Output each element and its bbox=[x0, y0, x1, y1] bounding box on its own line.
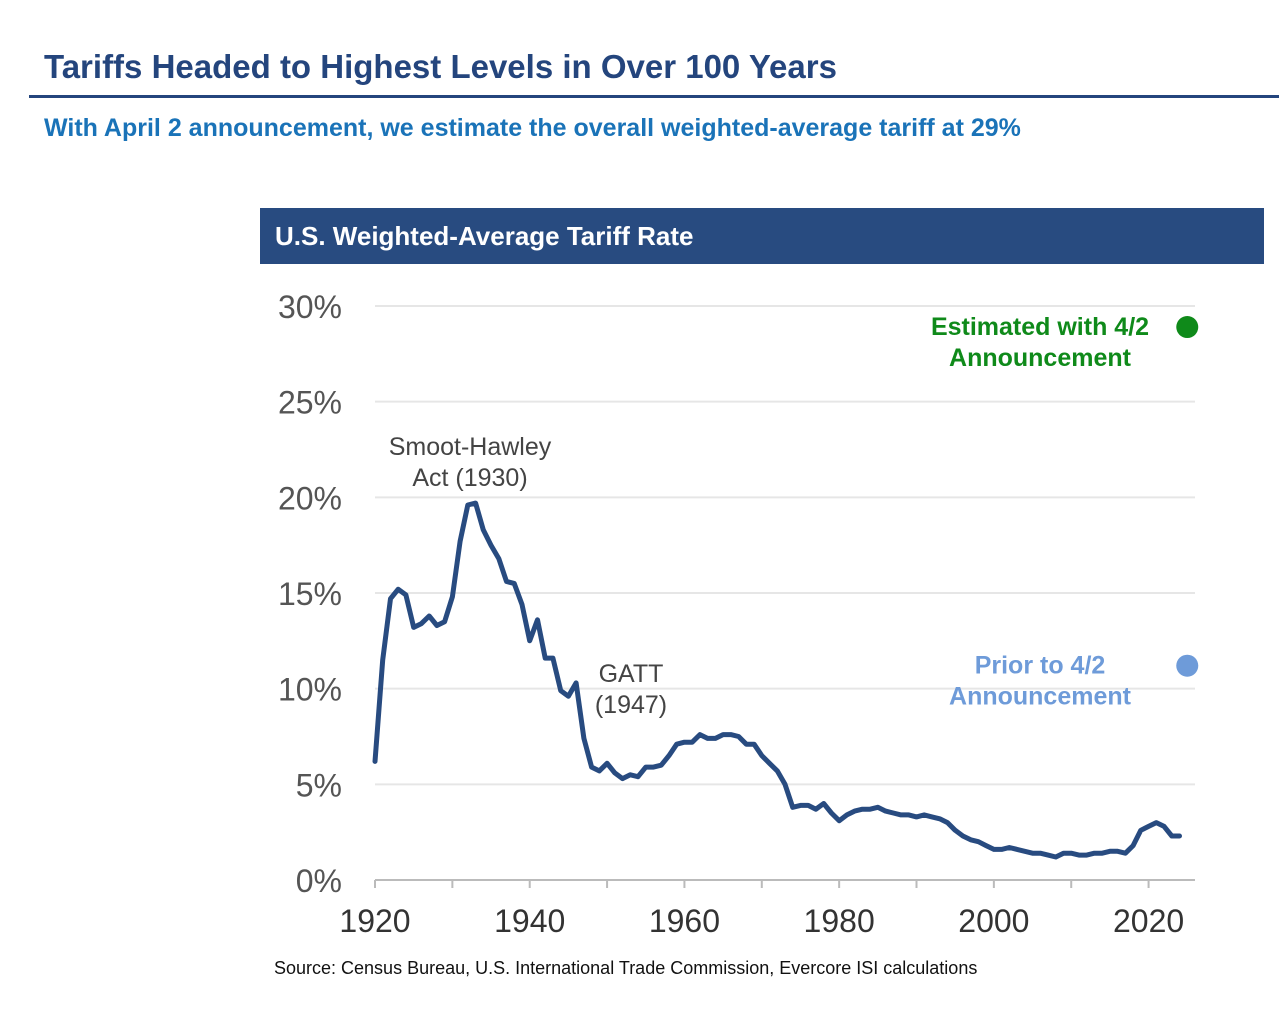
x-tick-label: 2020 bbox=[1113, 903, 1184, 939]
prior-point-label: Prior to 4/2 Announcement bbox=[949, 652, 1132, 711]
page-title: Tariffs Headed to Highest Levels in Over… bbox=[44, 48, 837, 85]
title-divider bbox=[29, 95, 1279, 98]
x-tick-label: 1960 bbox=[649, 903, 720, 939]
tariff-rate-line bbox=[372, 500, 1182, 860]
y-tick-label: 5% bbox=[296, 767, 342, 803]
x-tick-label: 1920 bbox=[339, 903, 410, 939]
x-tick-label: 1940 bbox=[494, 903, 565, 939]
y-tick-label: 20% bbox=[278, 480, 342, 516]
y-tick-label: 25% bbox=[278, 385, 342, 421]
y-tick-label: 15% bbox=[278, 576, 342, 612]
chart-title: U.S. Weighted-Average Tariff Rate bbox=[275, 221, 694, 251]
page-subtitle: With April 2 announcement, we estimate t… bbox=[44, 114, 1021, 142]
y-tick-label: 30% bbox=[278, 289, 342, 325]
gatt-annotation: GATT (1947) bbox=[595, 660, 667, 719]
estimated-point bbox=[1176, 316, 1199, 339]
source-note: Source: Census Bureau, U.S. Internationa… bbox=[274, 958, 978, 978]
x-tick-label: 1980 bbox=[804, 903, 875, 939]
prior-point bbox=[1176, 654, 1199, 677]
x-tick-label: 2000 bbox=[958, 903, 1029, 939]
y-tick-label: 10% bbox=[278, 672, 342, 708]
y-tick-label: 0% bbox=[296, 863, 342, 899]
estimated-point-label: Estimated with 4/2 Announcement bbox=[931, 313, 1149, 372]
smoot-hawley-annotation: Smoot-Hawley Act (1930) bbox=[389, 433, 552, 492]
chart-title-bar: U.S. Weighted-Average Tariff Rate bbox=[260, 208, 1264, 264]
